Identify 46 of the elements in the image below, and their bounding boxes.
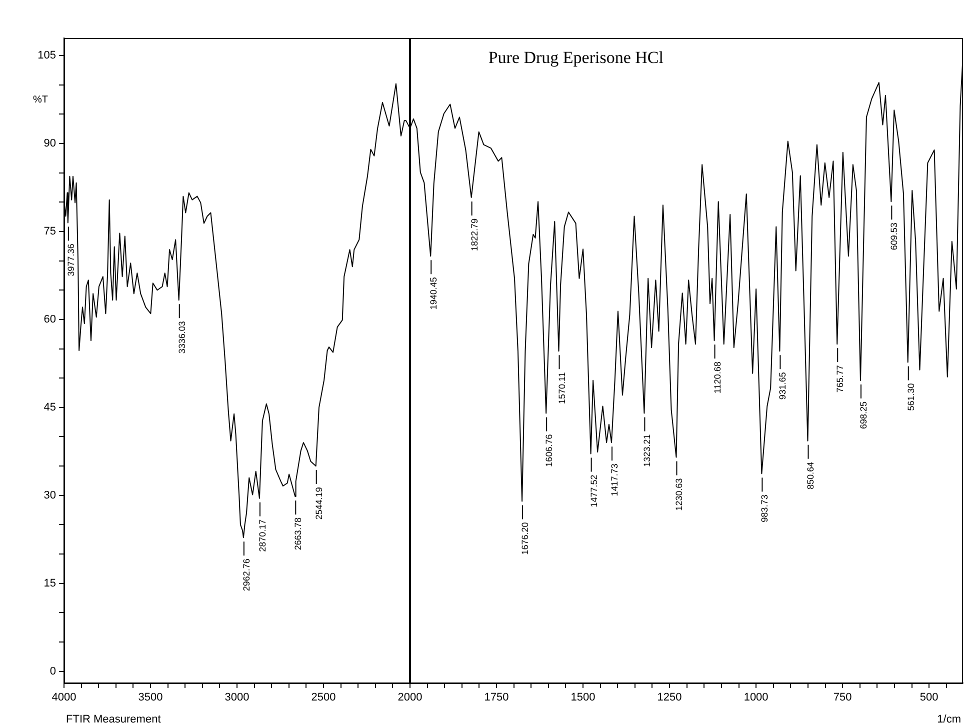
- annotation: 1230.63: [674, 478, 684, 511]
- x-tick-label: 4000: [52, 692, 76, 704]
- y-tick-label: 0: [50, 665, 56, 678]
- annotation: 698.25: [858, 401, 868, 429]
- annotation: 1417.73: [609, 464, 620, 496]
- annotation: 1940.45: [428, 277, 439, 310]
- annotation: 2663.78: [293, 518, 304, 550]
- annotation: 2962.76: [241, 558, 252, 592]
- x-tick-label: 3000: [224, 692, 250, 704]
- x-tick-label: 500: [920, 692, 938, 704]
- annotation: 3977.36: [66, 244, 76, 276]
- annotation: 1822.79: [469, 218, 480, 252]
- text: Pure Drug Eperisone HCl: [488, 48, 664, 67]
- x-tick-label: 1250: [657, 692, 682, 704]
- annotation: 1120.68: [712, 362, 722, 394]
- y-tick-label: 30: [44, 489, 56, 502]
- annotation: 1323.21: [642, 434, 652, 467]
- annotation: 931.65: [778, 372, 788, 400]
- x-tick-label: 1000: [744, 692, 768, 704]
- annotation: 1570.11: [556, 372, 567, 404]
- annotation: 1676.20: [520, 522, 530, 555]
- x-tick-label: 3500: [138, 692, 163, 704]
- x-tick-label: 2000: [398, 692, 422, 704]
- y-tick-label: 90: [44, 138, 56, 150]
- y-tick-label: 75: [44, 226, 56, 238]
- y-tick-label: 15: [44, 577, 56, 590]
- y-axis-title: %T: [33, 94, 48, 106]
- annotation: 765.77: [835, 365, 846, 393]
- y-tick-label: 105: [38, 50, 56, 62]
- annotation: 609.53: [889, 222, 900, 250]
- x-tick-label: 750: [833, 692, 852, 704]
- text: FTIR Measurement: [66, 714, 161, 726]
- annotation: 1606.76: [544, 434, 554, 467]
- x-axis-title: 1/cm: [937, 714, 961, 726]
- annotation: 1477.52: [588, 474, 599, 508]
- x-tick-label: 1750: [484, 692, 509, 704]
- annotation: 2870.17: [257, 519, 268, 552]
- x-tick-label: 1500: [570, 692, 596, 704]
- annotation: 850.64: [806, 462, 816, 490]
- annotation: 561.30: [906, 383, 916, 411]
- y-tick-label: 60: [44, 313, 56, 326]
- annotation: 2544.19: [314, 487, 324, 520]
- annotation: 3336.03: [176, 321, 187, 354]
- x-tick-label: 2500: [311, 692, 336, 704]
- y-tick-label: 45: [44, 401, 56, 414]
- annotation: 983.73: [760, 494, 770, 522]
